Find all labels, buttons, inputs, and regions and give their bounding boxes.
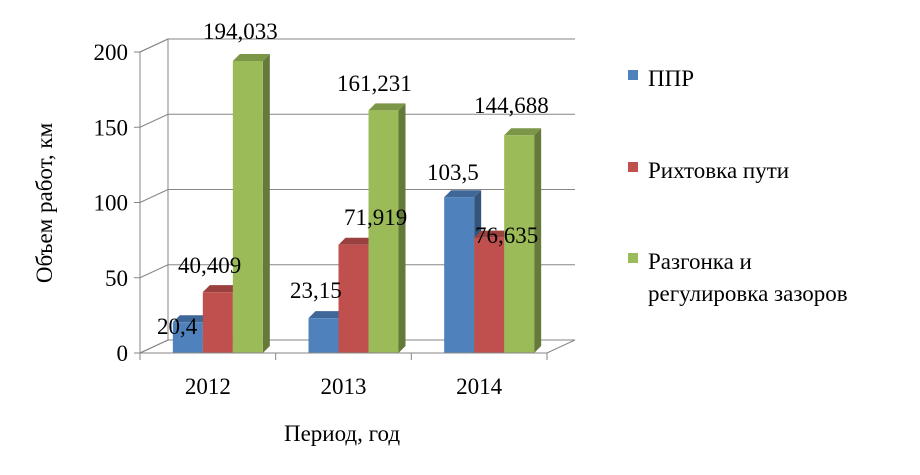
data-label: 194,033 (203, 19, 278, 44)
bar-front (172, 322, 203, 353)
legend-label: ППР (648, 66, 694, 91)
bar-top (172, 315, 210, 323)
legend: ППР Рихтовка пути Разгонка и регулировка за… (628, 66, 848, 306)
y-tick-label: 200 (94, 40, 129, 65)
legend-swatch (628, 70, 638, 80)
data-label: 71,919 (344, 205, 407, 230)
y-tick-label: 150 (94, 115, 129, 140)
gridline-side (139, 189, 169, 203)
bar-front (444, 197, 475, 353)
data-label: 20,4 (157, 314, 198, 339)
bar-front (202, 292, 233, 353)
bar-side (534, 128, 542, 353)
bar-front (308, 318, 339, 353)
bar (504, 128, 542, 353)
y-axis-label: Объем работ, км (32, 122, 57, 283)
bar-side (262, 53, 270, 353)
gridline-side (139, 264, 169, 279)
bar (232, 53, 270, 353)
x-tick-label: 2012 (185, 374, 231, 399)
data-label: 144,688 (474, 93, 549, 118)
legend-swatch (628, 253, 638, 263)
bar-top (308, 311, 346, 319)
bar-front (504, 135, 535, 353)
y-tick-label: 0 (117, 341, 129, 366)
data-label: 161,231 (337, 71, 412, 96)
axis-ticks: 0 50 100 150 200 2012 2013 2014 (94, 40, 548, 399)
data-label: 40,409 (178, 253, 241, 278)
bar-top (338, 237, 376, 245)
legend-item: Рихтовка пути (628, 158, 789, 183)
bar-front (338, 244, 369, 353)
gridline-side (139, 38, 169, 53)
data-labels: 20,4 40,409 194,033 23,15 71,919 161,231 103,5… (157, 19, 549, 339)
bar (368, 103, 406, 353)
bar-top (232, 53, 270, 61)
data-label: 76,635 (475, 223, 538, 248)
x-tick-label: 2013 (321, 374, 367, 399)
data-label: 23,15 (290, 278, 342, 303)
legend-item: ППР (628, 66, 694, 91)
bar-front (368, 110, 399, 353)
legend-label: Рихтовка пути (648, 158, 789, 183)
bars (172, 53, 542, 353)
legend-label: регулировка зазоров (648, 281, 848, 306)
y-tick-label: 50 (105, 266, 128, 291)
legend-label: Разгонка и (648, 249, 752, 274)
bar-front (232, 60, 263, 353)
bar-top (474, 230, 512, 238)
legend-item: Разгонка и регулировка зазоров (628, 249, 848, 306)
data-label: 103,5 (427, 160, 479, 185)
gridline-side (139, 113, 169, 128)
bar-top (444, 190, 482, 198)
bar-front (474, 237, 505, 353)
y-tick-label: 100 (94, 191, 129, 216)
bar-top (368, 103, 406, 111)
bar-top (504, 128, 542, 136)
bar-side (398, 103, 406, 353)
legend-swatch (628, 162, 638, 172)
x-tick-label: 2014 (456, 374, 503, 399)
bar-top (202, 285, 240, 293)
x-axis-label: Период, год (284, 421, 400, 446)
